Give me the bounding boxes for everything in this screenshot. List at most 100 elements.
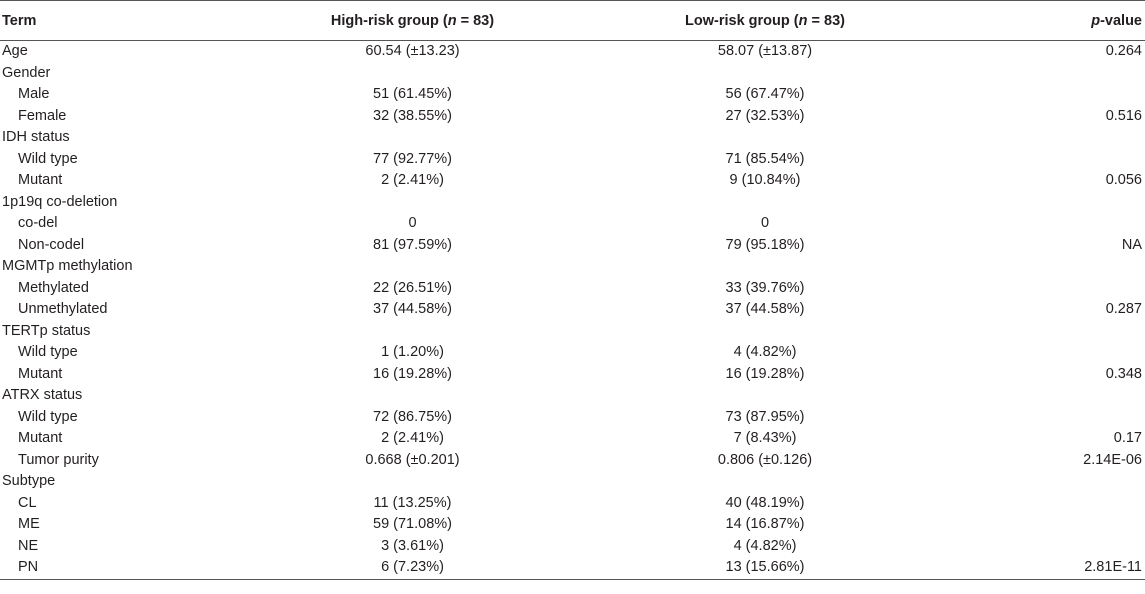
table-row: Non-codel 81 (97.59%) 79 (95.18%) NA [0,235,1145,257]
row-p-value: 2.81E-11 [970,557,1145,580]
row-p-value [970,213,1145,235]
row-term: NE [18,537,39,554]
row-p-value: 0.056 [1105,172,1142,188]
header-low-risk-group: Low-risk group (n = 83) [560,0,970,41]
row-low-risk-value: 0 [760,215,770,231]
row-low-risk-value: 9 (10.84%) [729,172,801,188]
table-row: Mutant 2 (2.41%) 7 (8.43%) 0.17 [0,428,1145,450]
row-low-risk-value: 4 (4.82%) [733,344,797,360]
row-low-risk-value [560,127,970,149]
row-term: Wild type [18,408,78,425]
row-high-risk-value: 22 (26.51%) [373,279,452,296]
table-row: Mutant 2 (2.41%) 9 (10.84%) 0.056 [0,170,1145,192]
clinical-characteristics-table: Term High-risk group (n = 83) Low-risk g… [0,0,1145,580]
row-high-risk-value [265,321,560,343]
row-term: Subtype [2,473,56,489]
table-row: Male 51 (61.45%) 56 (67.47%) [0,84,1145,106]
row-term: PN [0,557,265,580]
row-low-risk-value: 79 (95.18%) [725,236,805,253]
table-row: 1p19q co-deletion [0,192,1145,214]
row-term: Wild type [18,150,78,167]
row-p-value [970,256,1145,278]
row-p-value [970,407,1145,429]
table-row: ATRX status [0,385,1145,407]
row-low-risk-value: 16 (19.28%) [725,365,805,382]
row-term: Unmethylated [18,301,108,317]
row-p-value [970,192,1145,214]
table-body: Age 60.54 (±13.23) 58.07 (±13.87) 0.264 Gend… [0,41,1145,580]
row-low-risk-value [560,256,970,278]
table-row: Female 32 (38.55%) 27 (32.53%) 0.516 [0,106,1145,128]
row-high-risk-value: 16 (19.28%) [373,365,452,382]
row-low-risk-value: 56 (67.47%) [725,86,805,102]
table-row: Unmethylated 37 (44.58%) 37 (44.58%) 0.287 [0,299,1145,321]
row-p-value [970,63,1145,85]
row-high-risk-value [265,471,560,493]
row-term: Male [18,86,50,102]
row-high-risk-value [265,256,560,278]
row-p-value [970,471,1145,493]
row-p-value [970,536,1145,558]
row-low-risk-value: 13 (15.66%) [560,557,970,580]
table-row: Subtype [0,471,1145,493]
row-high-risk-value: 59 (71.08%) [373,516,452,532]
table-row: co-del 0 0 [0,213,1145,235]
row-p-value: 0.264 [1105,43,1142,59]
row-high-risk-value: 60.54 (±13.23) [365,43,460,59]
row-p-value [970,84,1145,106]
row-high-risk-value: 3 (3.61%) [381,537,444,554]
row-high-risk-value: 72 (86.75%) [373,408,452,425]
row-high-risk-value: 11 (13.25%) [373,494,452,511]
table-row: Tumor purity 0.668 (±0.201) 0.806 (±0.126)… [0,450,1145,472]
row-high-risk-value [265,63,560,85]
row-term: TERTp status [2,322,91,339]
row-low-risk-value [560,471,970,493]
row-high-risk-value: 1 (1.20%) [381,344,444,360]
row-low-risk-value: 27 (32.53%) [725,107,805,124]
row-term: Tumor purity [18,451,99,468]
row-low-risk-value: 73 (87.95%) [725,408,805,425]
row-high-risk-value: 77 (92.77%) [373,150,452,167]
row-high-risk-value: 2 (2.41%) [381,430,444,446]
row-high-risk-value: 0.668 (±0.201) [365,451,460,468]
row-p-value: 0.516 [1105,107,1142,124]
row-p-value [970,321,1145,343]
row-term: Non-codel [18,236,85,253]
table-row: Mutant 16 (19.28%) 16 (19.28%) 0.348 [0,364,1145,386]
row-p-value [970,149,1145,171]
row-high-risk-value: 0 [408,215,417,231]
table-row: IDH status [0,127,1145,149]
row-high-risk-value: 51 (61.45%) [373,86,452,102]
table-row: Wild type 1 (1.20%) 4 (4.82%) [0,342,1145,364]
row-term: Age [2,43,28,59]
row-high-risk-value [265,127,560,149]
header-p-value: p-value [970,0,1145,41]
row-term: CL [18,494,37,511]
row-high-risk-value: 6 (7.23%) [265,557,560,580]
row-low-risk-value [560,321,970,343]
row-p-value [970,278,1145,300]
row-low-risk-value: 7 (8.43%) [733,430,797,446]
row-term: Mutant [18,430,63,446]
row-low-risk-value: 58.07 (±13.87) [717,43,813,59]
row-high-risk-value: 32 (38.55%) [373,107,452,124]
row-term: Female [18,107,67,124]
table-header: Term High-risk group (n = 83) Low-risk g… [0,0,1145,41]
table-row: Age 60.54 (±13.23) 58.07 (±13.87) 0.264 [0,41,1145,63]
row-term: IDH status [2,129,70,145]
row-high-risk-value [265,192,560,214]
table-row: NE 3 (3.61%) 4 (4.82%) [0,536,1145,558]
row-p-value [970,514,1145,536]
row-p-value: 0.348 [1105,365,1142,382]
header-term: Term [0,0,265,41]
row-high-risk-value [265,385,560,407]
row-p-value [970,385,1145,407]
row-p-value [970,127,1145,149]
row-low-risk-value: 40 (48.19%) [725,494,805,511]
row-term: co-del [18,215,58,231]
table-row: ME 59 (71.08%) 14 (16.87%) [0,514,1145,536]
row-high-risk-value: 81 (97.59%) [373,236,452,253]
row-low-risk-value: 71 (85.54%) [725,150,805,167]
table-row: MGMTp methylation [0,256,1145,278]
